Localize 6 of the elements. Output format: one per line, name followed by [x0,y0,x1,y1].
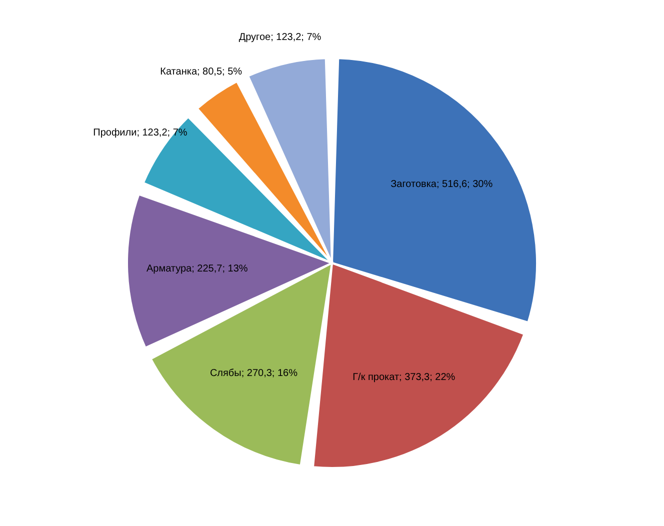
slice-label: Другое; 123,2; 7% [238,32,322,43]
slice-label: Арматура; 225,7; 13% [146,264,248,275]
slice-label: Заготовка; 516,6; 30% [390,179,493,190]
slice-label: Г/к прокат; 373,3; 22% [352,372,456,384]
slice-label: Катанка; 80,5; 5% [160,66,242,78]
slice-label: Слябы; 270,3; 16% [210,368,298,379]
